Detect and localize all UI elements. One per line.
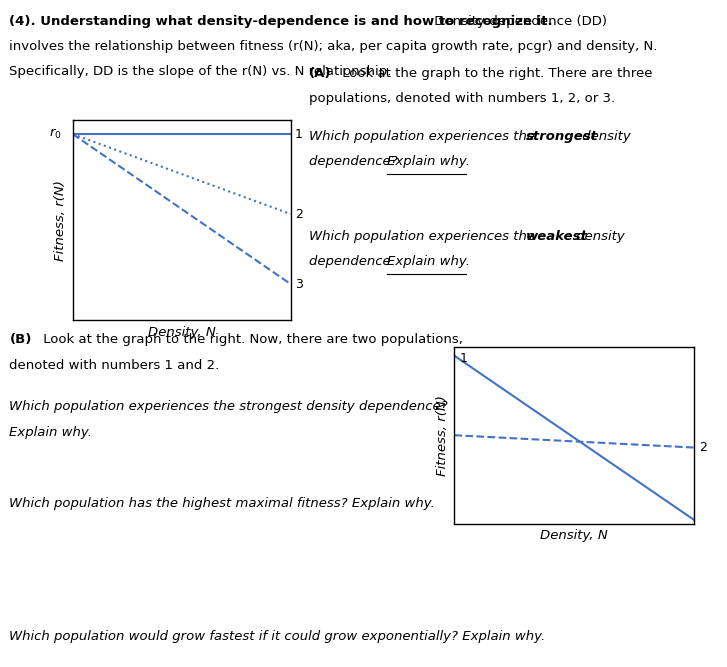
Text: Density-dependence (DD): Density-dependence (DD) [430, 15, 606, 27]
Text: density: density [578, 130, 631, 143]
Text: 2: 2 [699, 441, 707, 454]
Text: Specifically, DD is the slope of the r(N) vs. N relationship.: Specifically, DD is the slope of the r(N… [9, 65, 392, 78]
Text: Explain why.: Explain why. [387, 155, 470, 168]
Text: strongest: strongest [526, 130, 598, 143]
Text: Which population experiences the: Which population experiences the [309, 130, 539, 143]
Text: (B): (B) [9, 334, 32, 346]
Text: density: density [572, 230, 625, 243]
Text: 1: 1 [459, 352, 467, 365]
Text: Which population experiences the strongest density dependence?: Which population experiences the stronge… [9, 400, 448, 413]
X-axis label: Density, N: Density, N [540, 529, 608, 542]
Text: Which population experiences the: Which population experiences the [309, 230, 539, 243]
Text: denoted with numbers 1 and 2.: denoted with numbers 1 and 2. [9, 359, 220, 372]
X-axis label: Density, N: Density, N [148, 325, 216, 339]
Text: dependence?: dependence? [309, 155, 402, 168]
Text: Explain why.: Explain why. [9, 426, 92, 438]
Text: Look at the graph to the right. Now, there are two populations,: Look at the graph to the right. Now, the… [39, 334, 462, 346]
Text: 3: 3 [295, 277, 303, 291]
Text: weakest: weakest [526, 230, 587, 243]
Text: (4). Understanding what density-dependence is and how to recognize it.: (4). Understanding what density-dependen… [9, 15, 553, 27]
Text: dependence.: dependence. [309, 255, 399, 268]
Text: 2: 2 [295, 207, 303, 221]
Text: (A): (A) [309, 67, 332, 79]
Text: Which population has the highest maximal fitness? Explain why.: Which population has the highest maximal… [9, 497, 435, 510]
Text: Which population would grow fastest if it could grow exponentially? Explain why.: Which population would grow fastest if i… [9, 630, 546, 643]
Text: 1: 1 [295, 127, 303, 141]
Y-axis label: Fitness, r(N): Fitness, r(N) [54, 179, 67, 261]
Text: Explain why.: Explain why. [387, 255, 470, 268]
Y-axis label: Fitness, r(N): Fitness, r(N) [435, 395, 449, 476]
Text: involves the relationship between fitness (r(N); aka, per capita growth rate, pc: involves the relationship between fitnes… [9, 40, 658, 53]
Text: Look at the graph to the right. There are three: Look at the graph to the right. There ar… [338, 67, 653, 79]
Text: populations, denoted with numbers 1, 2, or 3.: populations, denoted with numbers 1, 2, … [309, 92, 615, 105]
Text: $r_0$: $r_0$ [49, 127, 62, 141]
